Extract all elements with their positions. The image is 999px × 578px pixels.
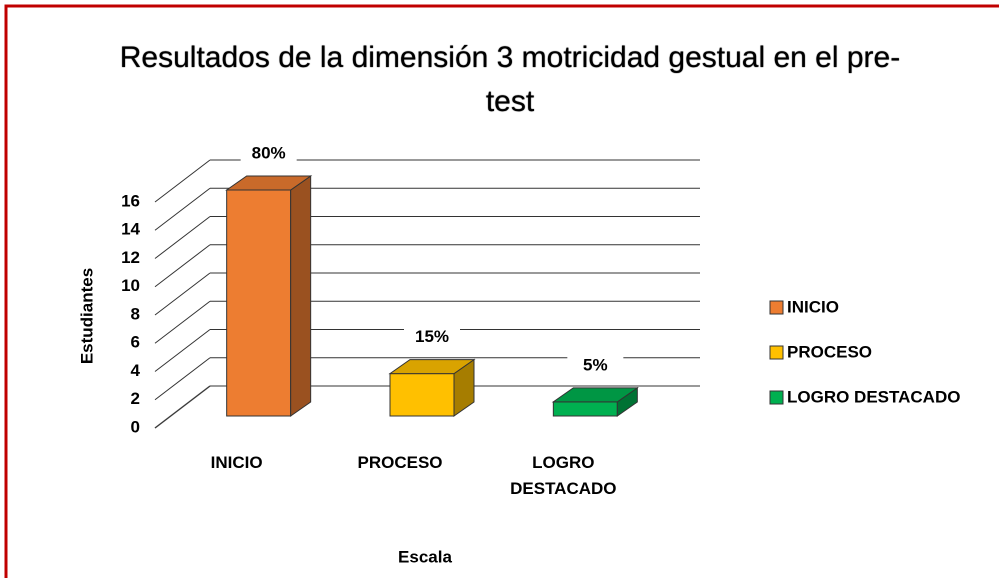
legend-label: INICIO bbox=[787, 297, 839, 316]
bar-side bbox=[290, 175, 312, 417]
legend-swatch bbox=[769, 390, 784, 405]
x-tick-label: LOGRO DESTACADO bbox=[510, 453, 617, 498]
bar-front bbox=[552, 401, 618, 417]
x-tick-label: PROCESO bbox=[357, 453, 443, 472]
y-tick-label: 0 bbox=[131, 417, 140, 436]
y-tick-label: 12 bbox=[121, 248, 140, 267]
y-tick-label: 4 bbox=[131, 361, 141, 380]
grid-line bbox=[154, 300, 211, 344]
x-axis-title: Escala bbox=[398, 547, 452, 566]
legend-swatch bbox=[769, 300, 784, 315]
value-label: 5% bbox=[583, 355, 608, 374]
grid-line bbox=[154, 159, 211, 203]
bar bbox=[551, 386, 639, 417]
frame bbox=[4, 4, 999, 578]
legend-label: LOGRO DESTACADO bbox=[787, 387, 960, 406]
legend-label: PROCESO bbox=[787, 342, 872, 361]
value-label-bg bbox=[240, 142, 297, 166]
y-tick-label: 2 bbox=[131, 389, 140, 408]
bar-top bbox=[551, 387, 639, 403]
y-tick-label: 14 bbox=[121, 220, 140, 239]
grid-line bbox=[154, 357, 211, 401]
bar-front bbox=[389, 373, 455, 417]
value-label-bg bbox=[404, 325, 460, 350]
y-axis-title: Estudiantes bbox=[77, 268, 96, 364]
y-tick-label: 6 bbox=[131, 333, 140, 352]
grid-line bbox=[154, 272, 211, 316]
value-label: 80% bbox=[252, 143, 286, 162]
x-tick-label: INICIO bbox=[210, 453, 263, 472]
grid-line bbox=[154, 329, 211, 372]
y-tick-label: 16 bbox=[121, 191, 140, 210]
legend-swatch bbox=[769, 345, 784, 360]
bar-top bbox=[388, 359, 476, 375]
y-tick-label: 10 bbox=[121, 276, 140, 295]
grid-line bbox=[154, 385, 211, 429]
bar bbox=[225, 175, 313, 417]
value-label-bg bbox=[567, 353, 624, 378]
grid-line bbox=[154, 244, 211, 288]
y-tick-label: 8 bbox=[131, 304, 140, 323]
bar-front bbox=[226, 189, 292, 417]
bar bbox=[388, 358, 476, 417]
grid-line bbox=[154, 187, 211, 231]
chart-title: Resultados de la dimensión 3 motricidad … bbox=[119, 41, 901, 118]
value-label: 15% bbox=[415, 327, 449, 346]
grid-line bbox=[154, 216, 211, 259]
bar-top bbox=[225, 175, 313, 191]
